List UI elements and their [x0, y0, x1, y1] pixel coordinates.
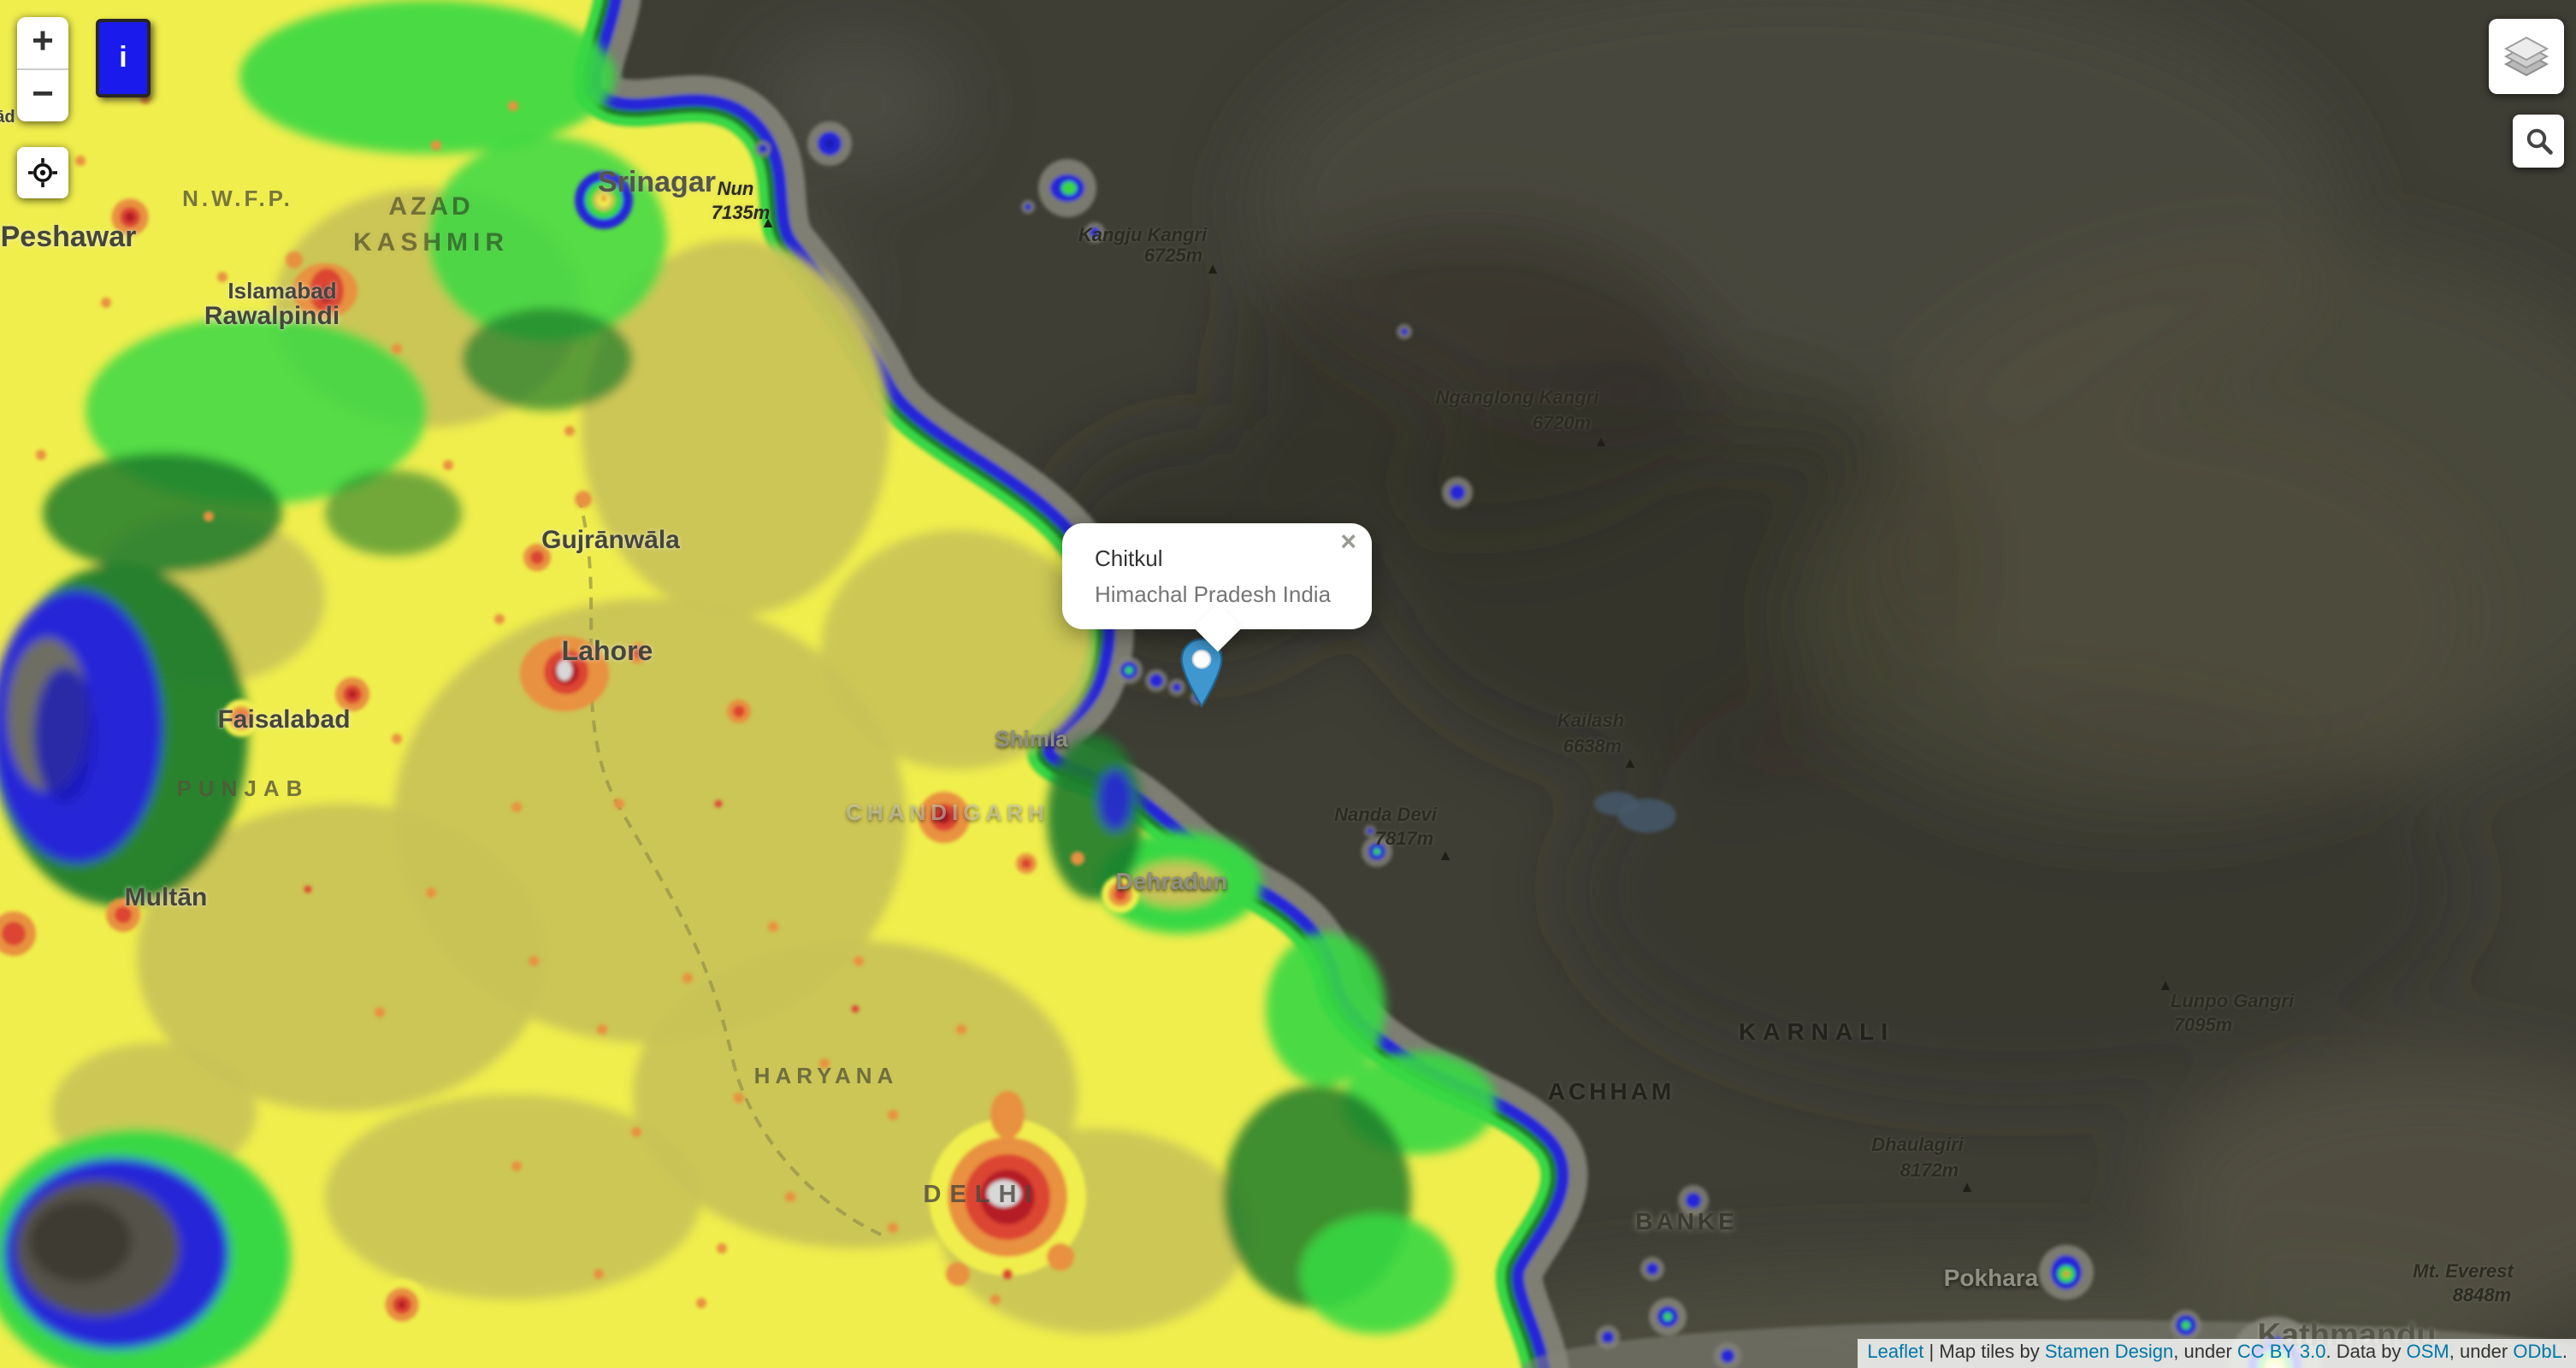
search-icon [2526, 128, 2552, 155]
attribution-link-osm[interactable]: OSM [2406, 1342, 2449, 1363]
zoom-in-button[interactable]: + [17, 17, 68, 70]
layers-control-button[interactable] [2489, 19, 2564, 94]
marker-pin-icon [1180, 638, 1223, 709]
attribution-text: . [2561, 1342, 2567, 1363]
locate-crosshair-icon [28, 158, 57, 187]
info-button[interactable]: i [96, 19, 151, 97]
attribution-link-odbl[interactable]: ODbL [2513, 1342, 2562, 1363]
attribution-text: , under [2173, 1342, 2237, 1363]
attribution-link-stamen[interactable]: Stamen Design [2044, 1342, 2174, 1363]
attribution-bar: Leaflet | Map tiles by Stamen Design, un… [1857, 1339, 2576, 1368]
popup-title: Chitkul [1095, 545, 1163, 571]
city-hotspots [0, 94, 1139, 1330]
layers-icon [2503, 36, 2549, 77]
map-marker-chitkul[interactable] [1180, 638, 1223, 716]
attribution-text: , under [2449, 1342, 2514, 1363]
zoom-out-button[interactable]: − [32, 72, 54, 115]
attribution-link-ccby[interactable]: CC BY 3.0 [2236, 1342, 2326, 1363]
popup-chitkul: Chitkul Himachal Pradesh India × [1062, 523, 1373, 652]
heat-interior-patches [0, 0, 1497, 1368]
search-button[interactable] [2513, 115, 2564, 168]
attribution-text: . Data by [2325, 1342, 2407, 1363]
popup-subtitle: Himachal Pradesh India [1095, 581, 1332, 607]
locate-button[interactable] [17, 147, 68, 198]
zoom-control: + − [17, 17, 68, 121]
attribution-link-leaflet[interactable]: Leaflet [1867, 1342, 1924, 1363]
attribution-text: | Map tiles by [1923, 1342, 2045, 1363]
popup-close-button[interactable]: × [1340, 528, 1357, 557]
